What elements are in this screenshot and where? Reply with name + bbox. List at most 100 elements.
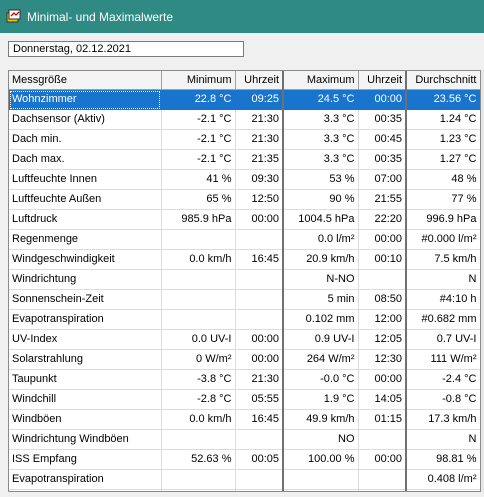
cell-min-time	[235, 229, 284, 250]
table-row[interactable]: Taupunkt -3.8 °C 21:30 -0.0 °C 00:00 -2.4 °C	[9, 369, 480, 390]
cell-name: Wohnzimmer	[9, 89, 162, 110]
column-header-messgroesse[interactable]: Messgröße	[9, 71, 162, 90]
cell-max: 3.3 °C	[283, 149, 359, 170]
table-row[interactable]: ISS Empfang 52.63 % 00:05 100.00 % 00:00 98.8…	[9, 449, 480, 470]
cell-max: N-NO	[283, 269, 359, 290]
cell-min	[161, 429, 236, 450]
cell-min: 0.0 km/h	[161, 409, 236, 430]
cell-name: Dachsensor (Aktiv)	[9, 109, 162, 130]
cell-max: 5 min	[283, 289, 359, 310]
cell-max: 3.3 °C	[283, 109, 359, 130]
column-header-average[interactable]: Durchschnitt	[406, 71, 480, 90]
cell-min: -2.1 °C	[161, 129, 236, 150]
cell-name: Dach max.	[9, 149, 162, 170]
cell-max: NO	[283, 429, 359, 450]
cell-name: UV-Index	[9, 329, 162, 350]
table-row[interactable]: Windrichtung N-NO N	[9, 269, 480, 290]
table-row[interactable]: Dachsensor (Aktiv) -2.1 °C 21:30 3.3 °C 00:3…	[9, 109, 480, 130]
cell-name: Windrichtung Windböen	[9, 429, 162, 450]
cell-average: -0.8 °C	[406, 389, 480, 410]
min-max-table[interactable]: Messgröße Minimum Uhrzeit Maximum Uhrzei…	[8, 70, 481, 492]
cell-max-time	[358, 489, 407, 491]
cell-average: 1.27 °C	[406, 149, 480, 170]
cell-max-time	[358, 269, 407, 290]
column-header-max-time[interactable]: Uhrzeit	[358, 71, 407, 90]
table-row[interactable]: Luftfeuchte Außen 65 % 12:50 90 % 21:55 77 %	[9, 189, 480, 210]
cell-min: -2.8 °C	[161, 389, 236, 410]
cell-min-time: 00:00	[235, 209, 284, 230]
cell-average: N	[406, 429, 480, 450]
cell-max-time: 12:05	[358, 329, 407, 350]
table-row[interactable]: Dach min. -2.1 °C 21:30 3.3 °C 00:45 1.23 °C	[9, 129, 480, 150]
cell-min: 0.0 km/h	[161, 249, 236, 270]
cell-min: -2.1 °C	[161, 109, 236, 130]
cell-name: Wind Verlauf	[9, 489, 162, 491]
cell-min-time: 21:30	[235, 109, 284, 130]
date-field[interactable]: Donnerstag, 02.12.2021	[8, 41, 244, 57]
cell-min: -3.8 °C	[161, 369, 236, 390]
column-header-minimum[interactable]: Minimum	[161, 71, 236, 90]
cell-min	[161, 309, 236, 330]
table-row[interactable]: UV-Index 0.0 UV-I 00:00 0.9 UV-I 12:05 0.7 UV…	[9, 329, 480, 350]
table-row[interactable]: Windböen 0.0 km/h 16:45 49.9 km/h 01:15 17.3 …	[9, 409, 480, 430]
cell-max-time: 12:00	[358, 309, 407, 330]
table-row[interactable]: Luftfeuchte Innen 41 % 09:30 53 % 07:00 48 %	[9, 169, 480, 190]
cell-average: 48 %	[406, 169, 480, 190]
cell-name: Luftfeuchte Außen	[9, 189, 162, 210]
cell-average: 388.8 km	[406, 489, 480, 491]
table-row[interactable]: Regenmenge 0.0 l/m² 00:00 #0.000 l/m²	[9, 229, 480, 250]
window-title: Minimal- und Maximalwerte	[27, 10, 174, 24]
cell-name: Windchill	[9, 389, 162, 410]
cell-max: 90 %	[283, 189, 359, 210]
table-row[interactable]: Windchill -2.8 °C 05:55 1.9 °C 14:05 -0.8 °C	[9, 389, 480, 410]
cell-max: 0.0 l/m²	[283, 229, 359, 250]
table-row[interactable]: Windrichtung Windböen NO N	[9, 429, 480, 450]
cell-max: 0.102 mm	[283, 309, 359, 330]
cell-min-time	[235, 289, 284, 310]
cell-min	[161, 489, 236, 491]
cell-max-time: 12:30	[358, 349, 407, 370]
cell-max: 264 W/m²	[283, 349, 359, 370]
app-icon	[6, 9, 21, 23]
cell-max: 0.9 UV-I	[283, 329, 359, 350]
cell-min-time: 09:30	[235, 169, 284, 190]
cell-min	[161, 229, 236, 250]
cell-min-time	[235, 469, 284, 490]
table-row[interactable]: Evapotranspiration 0.408 l/m²	[9, 469, 480, 490]
cell-max-time: 22:20	[358, 209, 407, 230]
cell-max-time: 00:35	[358, 109, 407, 130]
cell-max: 24.5 °C	[283, 89, 359, 110]
cell-min: 0 W/m²	[161, 349, 236, 370]
cell-average: 111 W/m²	[406, 349, 480, 370]
cell-name: Dach min.	[9, 129, 162, 150]
table-row[interactable]: Solarstrahlung 0 W/m² 00:00 264 W/m² 12:30 11…	[9, 349, 480, 370]
cell-min-time: 00:05	[235, 449, 284, 470]
cell-min	[161, 269, 236, 290]
table-row[interactable]: Windgeschwindigkeit 0.0 km/h 16:45 20.9 km/…	[9, 249, 480, 270]
cell-average: 23.56 °C	[406, 89, 480, 110]
table-row[interactable]: Wohnzimmer 22.8 °C 09:25 24.5 °C 00:00 23.56 …	[9, 89, 480, 110]
cell-min: 985.9 hPa	[161, 209, 236, 230]
table-row[interactable]: Wind Verlauf 388.8 km	[9, 489, 480, 491]
table-row[interactable]: Sonnenschein-Zeit 5 min 08:50 #4:10 h	[9, 289, 480, 310]
cell-max: 49.9 km/h	[283, 409, 359, 430]
cell-max-time	[358, 469, 407, 490]
cell-min: 41 %	[161, 169, 236, 190]
vertical-scrollbar[interactable]	[481, 70, 484, 492]
cell-min	[161, 289, 236, 310]
cell-min-time: 16:45	[235, 249, 284, 270]
cell-average: #4:10 h	[406, 289, 480, 310]
cell-min: 52.63 %	[161, 449, 236, 470]
column-header-maximum[interactable]: Maximum	[283, 71, 359, 90]
cell-max-time: 00:35	[358, 149, 407, 170]
cell-min-time: 00:00	[235, 349, 284, 370]
cell-average: 0.7 UV-I	[406, 329, 480, 350]
table-row[interactable]: Dach max. -2.1 °C 21:35 3.3 °C 00:35 1.27 °C	[9, 149, 480, 170]
cell-name: Solarstrahlung	[9, 349, 162, 370]
column-header-min-time[interactable]: Uhrzeit	[235, 71, 284, 90]
cell-max: 1004.5 hPa	[283, 209, 359, 230]
cell-average: 17.3 km/h	[406, 409, 480, 430]
cell-max	[283, 489, 359, 491]
table-row[interactable]: Evapotranspiration 0.102 mm 12:00 #0.682 mm	[9, 309, 480, 330]
table-row[interactable]: Luftdruck 985.9 hPa 00:00 1004.5 hPa 22:20 99…	[9, 209, 480, 230]
